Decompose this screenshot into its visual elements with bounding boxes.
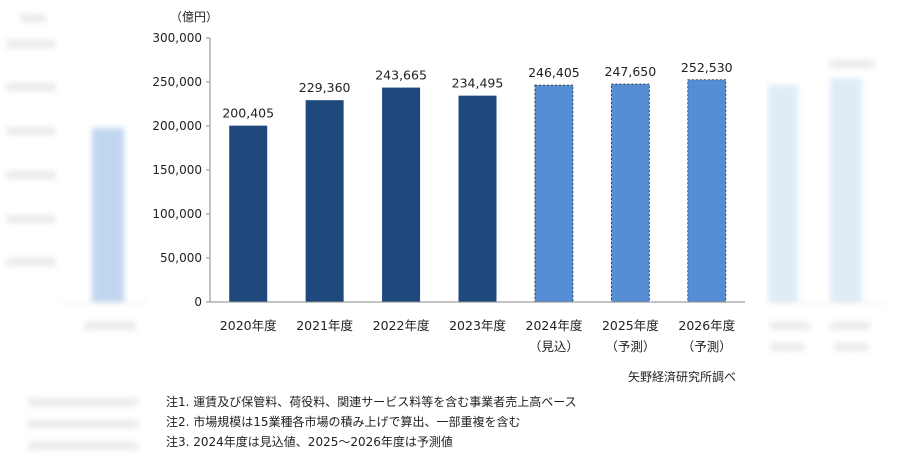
y-tick-label: 0 (194, 295, 202, 309)
y-tick-label: 250,000 (152, 75, 202, 89)
background-text (28, 420, 138, 428)
chart-card: （億円） 0 50,000 100,000 150,000 200,000 250,000… (148, 0, 766, 473)
y-tick-label: 100,000 (152, 207, 202, 221)
y-tick-label: 150,000 (152, 163, 202, 177)
background-text (6, 215, 56, 223)
data-label: 246,405 (528, 65, 580, 80)
bars: 200,405 229,360 243,665 234,495 246,405 247,6… (222, 60, 733, 303)
bar-2026年度 (687, 79, 727, 303)
y-axis-unit-label: （億円） (170, 10, 218, 24)
background-text (834, 343, 868, 351)
data-label: 234,495 (452, 76, 504, 91)
background-text (830, 322, 870, 330)
background-text (770, 343, 804, 351)
x-tick-sublabel: （見込） (529, 339, 579, 354)
background-text (6, 171, 56, 179)
x-tick-label: 2023年度 (449, 318, 506, 333)
background-bar-right-2 (830, 78, 862, 302)
bar-2023年度 (458, 95, 497, 302)
bar-2021年度 (305, 100, 344, 302)
data-label: 247,650 (605, 64, 657, 79)
data-label: 200,405 (222, 106, 274, 121)
background-bar-right-1 (768, 85, 798, 302)
data-label: 243,665 (375, 68, 427, 83)
background-text (20, 14, 46, 22)
footnote-1: 注1. 運賃及び保管料、荷役料、関連サービス料等を含む事業者売上高ベース (166, 395, 577, 409)
data-label: 252,530 (681, 60, 733, 75)
bar-2024年度 (534, 84, 574, 303)
bar-2022年度 (382, 87, 421, 302)
footnote-2: 注2. 市場規模は15業種各市場の積み上げで算出、一部重複を含む (166, 415, 521, 429)
bar-2025年度 (610, 83, 650, 303)
footnotes: 注1. 運賃及び保管料、荷役料、関連サービス料等を含む事業者売上高ベース 注2.… (166, 392, 577, 452)
background-text (770, 322, 810, 330)
background-bar-left (92, 128, 124, 302)
background-axis-left (60, 302, 148, 303)
bar-chart: （億円） 0 50,000 100,000 150,000 200,000 250,000… (152, 10, 745, 354)
background-axis-right (766, 302, 886, 303)
x-axis: 2020年度 2021年度 2022年度 2023年度 2024年度 （見込） 2025年度… (210, 301, 745, 354)
x-tick-label: 2022年度 (373, 318, 430, 333)
x-tick-label: 2025年度 (602, 318, 659, 333)
footnote-3: 注3. 2024年度は見込値、2025～2026年度は予測値 (166, 435, 453, 449)
y-tick-label: 50,000 (160, 251, 202, 265)
source-note: 矢野経済研究所調べ (627, 370, 736, 384)
background-text (84, 322, 136, 330)
y-axis: 0 50,000 100,000 150,000 200,000 250,000 300,0… (152, 31, 211, 309)
x-tick-label: 2021年度 (296, 318, 353, 333)
background-text (6, 83, 56, 91)
background-text (6, 40, 56, 48)
background-text (6, 258, 56, 266)
bar-2020年度 (229, 125, 268, 302)
background-text (28, 442, 138, 450)
background-text (830, 60, 874, 68)
x-tick-sublabel: （予測） (605, 339, 655, 354)
y-tick-label: 200,000 (152, 119, 202, 133)
x-tick-label: 2026年度 (678, 318, 735, 333)
x-tick-label: 2020年度 (220, 318, 277, 333)
data-label: 229,360 (299, 80, 351, 95)
background-text (28, 398, 138, 406)
y-tick-label: 300,000 (152, 31, 202, 45)
x-tick-label: 2024年度 (526, 318, 583, 333)
x-tick-sublabel: （予測） (682, 339, 732, 354)
background-text (6, 127, 56, 135)
